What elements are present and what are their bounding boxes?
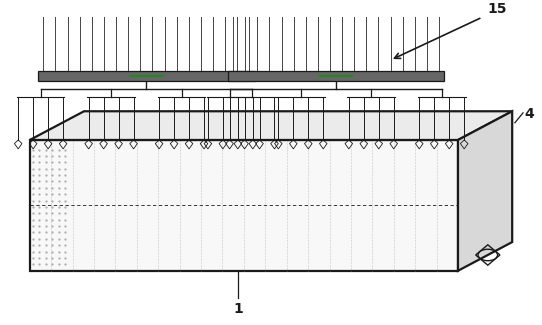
Polygon shape — [30, 111, 512, 140]
Polygon shape — [458, 111, 512, 271]
Polygon shape — [38, 72, 255, 81]
Polygon shape — [228, 72, 444, 81]
Text: 1: 1 — [234, 302, 243, 316]
Text: 4: 4 — [525, 108, 534, 122]
Polygon shape — [30, 140, 458, 271]
Text: 15: 15 — [488, 2, 507, 16]
